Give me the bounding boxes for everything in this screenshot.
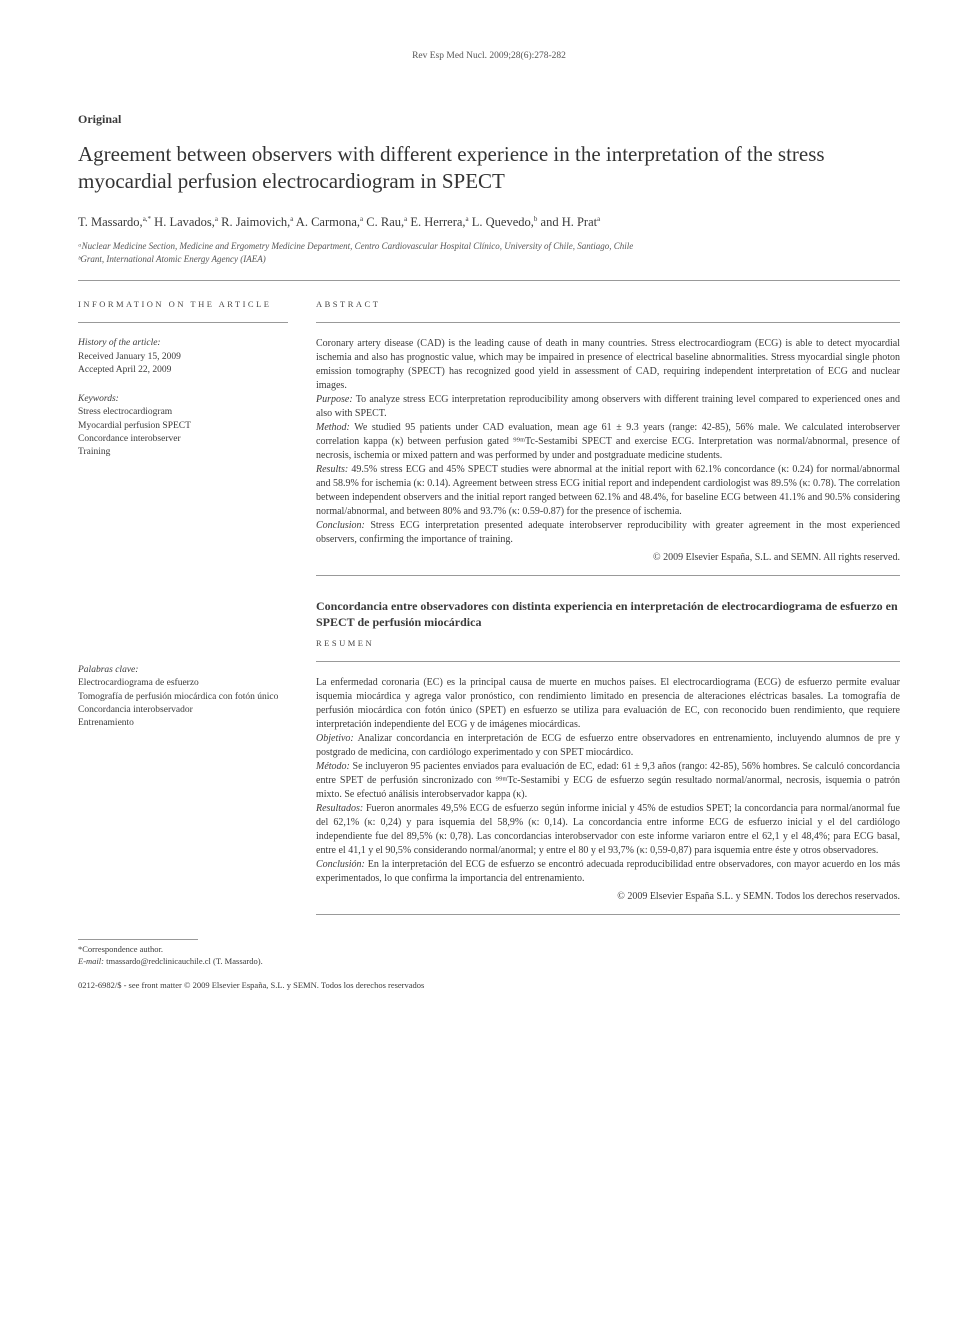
keyword: Stress electrocardiogram	[78, 406, 288, 419]
abstract-conclusion: Conclusion: Stress ECG interpretation pr…	[316, 519, 900, 547]
keywords-heading: Keywords:	[78, 393, 288, 406]
affiliations: ᵃNuclear Medicine Section, Medicine and …	[78, 240, 900, 265]
abstract-purpose: Purpose: To analyze stress ECG interpret…	[316, 393, 900, 421]
resumen-heading: RESUMEN	[316, 638, 900, 649]
palabra-clave: Tomografía de perfusión miocárdica con f…	[78, 691, 288, 704]
palabra-clave: Concordancia interobservador	[78, 704, 288, 717]
left-column: INFORMATION ON THE ARTICLE History of th…	[78, 299, 288, 576]
palabras-heading: Palabras clave:	[78, 664, 288, 677]
divider	[316, 914, 900, 915]
history-heading: History of the article:	[78, 337, 288, 350]
issn-line: 0212-6982/$ - see front matter © 2009 El…	[78, 980, 900, 991]
keyword: Myocardial perfusion SPECT	[78, 420, 288, 433]
copyright-en: © 2009 Elsevier España, S.L. and SEMN. A…	[316, 551, 900, 565]
resumen-metodo: Método: Se incluyeron 95 pacientes envia…	[316, 760, 900, 802]
article-info-row: INFORMATION ON THE ARTICLE History of th…	[78, 299, 900, 576]
divider	[78, 280, 900, 281]
resumen-intro: La enfermedad coronaria (EC) es la princ…	[316, 676, 900, 732]
author-list: T. Massardo,a,* H. Lavados,a R. Jaimovic…	[78, 214, 900, 231]
palabra-clave: Electrocardiograma de esfuerzo	[78, 677, 288, 690]
keyword: Training	[78, 446, 288, 459]
journal-reference: Rev Esp Med Nucl. 2009;28(6):278-282	[78, 50, 900, 63]
palabra-clave: Entrenamiento	[78, 717, 288, 730]
footnotes: *Correspondence author. E-mail: tmassard…	[78, 944, 900, 968]
correspondence-note: *Correspondence author.	[78, 944, 900, 956]
keyword: Concordance interobserver	[78, 433, 288, 446]
divider	[316, 322, 900, 323]
footnote-rule	[78, 939, 198, 940]
history-accepted: Accepted April 22, 2009	[78, 364, 288, 377]
resumen-body: La enfermedad coronaria (EC) es la princ…	[316, 676, 900, 886]
resumen-objetivo: Objetivo: Analizar concordancia en inter…	[316, 732, 900, 760]
left-column-es: Palabras clave: Electrocardiograma de es…	[78, 576, 288, 915]
affiliation-a: ᵃNuclear Medicine Section, Medicine and …	[78, 240, 900, 253]
affiliation-b: ᵇGrant, International Atomic Energy Agen…	[78, 253, 900, 266]
resumen-column: Concordancia entre observadores con dist…	[316, 576, 900, 915]
email-line: E-mail: tmassardo@redclinicauchile.cl (T…	[78, 956, 900, 968]
abstract-intro: Coronary artery disease (CAD) is the lea…	[316, 337, 900, 393]
resumen-resultados: Resultados: Fueron anormales 49,5% ECG d…	[316, 802, 900, 858]
copyright-es: © 2009 Elsevier España S.L. y SEMN. Todo…	[316, 890, 900, 904]
abstract-column: ABSTRACT Coronary artery disease (CAD) i…	[316, 299, 900, 576]
abstract-results: Results: 49.5% stress ECG and 45% SPECT …	[316, 463, 900, 519]
resumen-conclusion: Conclusión: En la interpretación del ECG…	[316, 858, 900, 886]
info-heading: INFORMATION ON THE ARTICLE	[78, 299, 288, 310]
article-type: Original	[78, 111, 900, 127]
divider	[316, 661, 900, 662]
divider	[78, 322, 288, 323]
abstract-heading: ABSTRACT	[316, 299, 900, 310]
article-title: Agreement between observers with differe…	[78, 141, 900, 196]
abstract-method: Method: We studied 95 patients under CAD…	[316, 421, 900, 463]
history-received: Received January 15, 2009	[78, 351, 288, 364]
spanish-row: Palabras clave: Electrocardiograma de es…	[78, 576, 900, 915]
spanish-title: Concordancia entre observadores con dist…	[316, 598, 900, 630]
abstract-body: Coronary artery disease (CAD) is the lea…	[316, 337, 900, 547]
